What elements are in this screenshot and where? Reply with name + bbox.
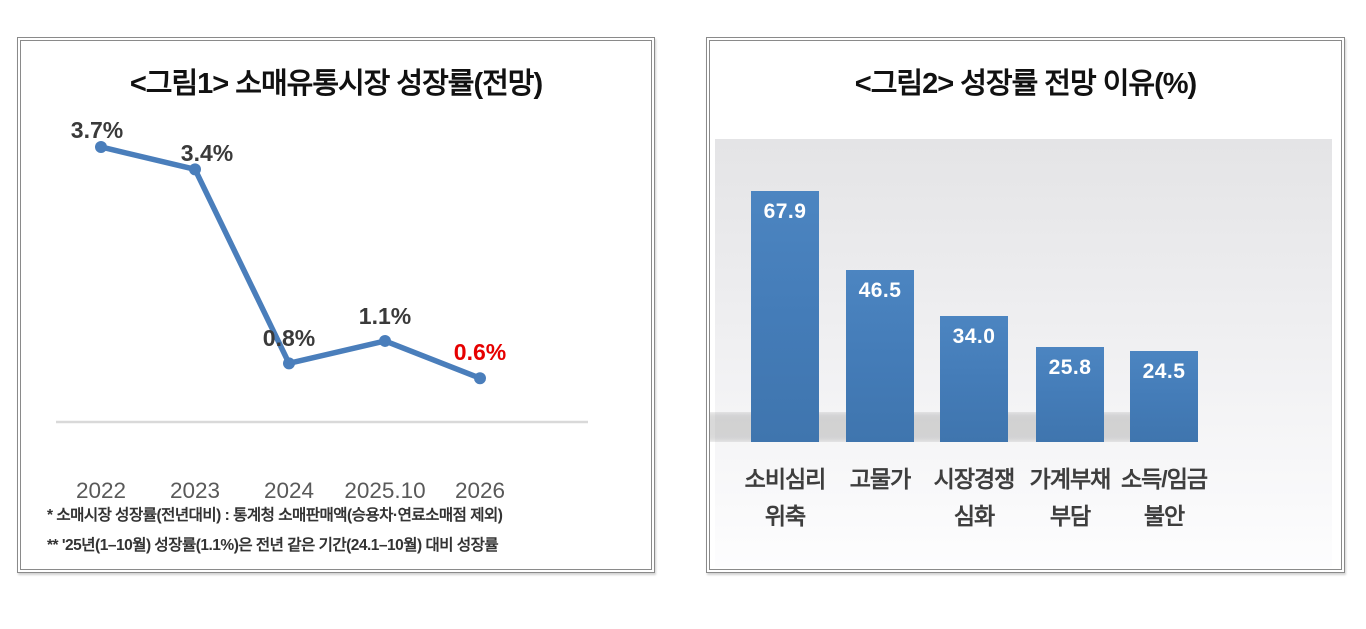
figure2-panel: <그림2> 성장률 전망 이유(%) 67.9 소비심리 위축 46.5 고물가 34.0… (706, 37, 1345, 573)
x-axis-label: 2024 (264, 478, 314, 503)
bar-value-label: 24.5 (1142, 360, 1186, 383)
x-axis-label: 2026 (455, 478, 505, 503)
footnote-1: * 소매시장 성장률(전년대비) : 통계청 소매판매액(승용차·연료소매점 제… (47, 507, 503, 524)
footnote-2: ** '25년(1–10월) 성장률(1.1%)은 전년 같은 기간(24.1–… (47, 537, 499, 554)
bar-value-label: 67.9 (763, 200, 807, 223)
bar-category-label: 소득/임금 불안 (1120, 466, 1208, 529)
line-point (379, 334, 391, 347)
data-label: 3.7% (71, 117, 123, 143)
bar: 34.0 (940, 316, 1008, 442)
bar-category-label: 고물가 (849, 466, 911, 492)
line-point (189, 163, 201, 176)
bar-category-label: 시장경쟁 심화 (933, 466, 1016, 529)
bar-value-label: 34.0 (952, 325, 996, 348)
figure1-panel: <그림1> 소매유통시장 성장률(전망) 3.7% 2022 3.4% 2023 0.8… (17, 37, 655, 573)
bar: 25.8 (1036, 347, 1104, 442)
line-chart: 3.7% 2022 3.4% 2023 0.8% 2024 1.1% 2025.10 0.6% 2… (21, 41, 651, 569)
data-label: 1.1% (359, 303, 411, 329)
bar-chart: 67.9 소비심리 위축 46.5 고물가 34.0 시장경쟁 심화 25.8 가계부채 부담 24.… (710, 41, 1341, 569)
figure2-title: <그림2> 성장률 전망 이유(%) (854, 68, 1197, 100)
data-label: 0.8% (263, 325, 315, 351)
line-point (283, 357, 295, 370)
bar-value-label: 25.8 (1048, 356, 1092, 379)
x-axis-label: 2023 (170, 478, 220, 503)
line-point (95, 140, 107, 153)
x-axis-label: 2025.10 (344, 478, 425, 503)
bar-category-label: 가계부채 부담 (1029, 466, 1112, 529)
x-axis-label: 2022 (76, 478, 126, 503)
figure1-footnotes: * 소매시장 성장률(전년대비) : 통계청 소매판매액(승용차·연료소매점 제… (47, 501, 503, 561)
line-point (474, 372, 486, 385)
data-label: 3.4% (181, 140, 233, 166)
figure1-title: <그림1> 소매유통시장 성장률(전망) (129, 68, 543, 100)
bar: 24.5 (1130, 351, 1198, 442)
data-label: 0.6% (454, 339, 506, 365)
bar-value-label: 46.5 (858, 279, 902, 302)
line-chart-svg: 3.7% 2022 3.4% 2023 0.8% 2024 1.1% 2025.10 0.6% 2… (56, 117, 588, 503)
bar-category-label: 소비심리 위축 (744, 466, 827, 529)
bar: 46.5 (846, 270, 914, 442)
bar: 67.9 (751, 191, 819, 442)
